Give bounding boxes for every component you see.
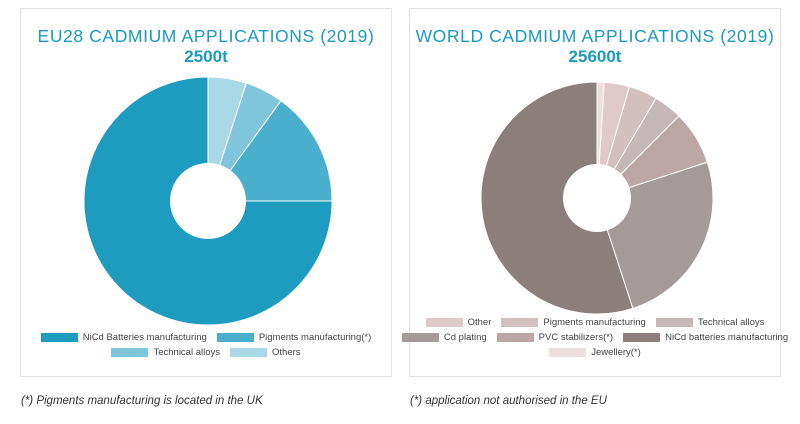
eu28-legend: NiCd Batteries manufacturing Pigments man… [21, 330, 391, 360]
legend-swatch [549, 348, 587, 357]
legend-swatch [216, 333, 254, 342]
legend-swatch [230, 348, 268, 357]
legend-item-technical-alloys[interactable]: Technical alloys [111, 347, 220, 358]
legend-item-other[interactable]: Other [425, 317, 492, 328]
pie-slice-pigments-manufacturing [207, 99, 333, 202]
chart-total: 25600t [568, 47, 622, 66]
chart-title: WORLD CADMIUM APPLICATIONS (2019) [415, 26, 775, 46]
eu28-chart-panel: EU28 CADMIUM APPLICATIONS (2019) 2500t N… [20, 8, 392, 377]
legend-item-others[interactable]: Others [230, 347, 301, 358]
legend-item-nicd-batteries-manufacturing[interactable]: NiCd batteries manufacturing [623, 332, 788, 343]
legend-swatch [655, 318, 693, 327]
legend-label: NiCd Batteries manufacturing [82, 332, 207, 343]
legend-label: Pigments manufacturing(*) [258, 332, 372, 343]
legend-row: Jewellery(*) [410, 345, 780, 360]
legend-label: Cd plating [443, 332, 487, 343]
legend-swatch [501, 318, 539, 327]
legend-swatch [401, 333, 439, 342]
legend-swatch [425, 318, 463, 327]
legend-label: Technical alloys [697, 317, 765, 328]
eu28-donut-chart [83, 76, 333, 326]
chart-title: EU28 CADMIUM APPLICATIONS (2019) [37, 26, 375, 46]
legend-label: PVC stabilizers(*) [538, 332, 614, 343]
world-chart-panel: WORLD CADMIUM APPLICATIONS (2019) 25600t… [401, 8, 788, 377]
legend-label: Other [467, 317, 492, 328]
legend-item-jewellery[interactable]: Jewellery(*) [549, 347, 641, 358]
legend-item-pigments-manufacturing[interactable]: Pigments manufacturing(*) [216, 332, 372, 343]
legend-item-pigments-manufacturing[interactable]: Pigments manufacturing [501, 317, 646, 328]
legend-swatch [496, 333, 534, 342]
legend-row: NiCd Batteries manufacturing Pigments man… [21, 330, 391, 345]
legend-item-cd-plating[interactable]: Cd plating [401, 332, 487, 343]
legend-swatch [40, 333, 78, 342]
legend-swatch [111, 348, 149, 357]
world-donut-chart [480, 81, 714, 315]
legend-label: NiCd batteries manufacturing [665, 332, 789, 343]
legend-swatch [623, 333, 661, 342]
legend-label: Technical alloys [153, 347, 221, 358]
legend-row: Other Pigments manufacturing Technical all… [410, 315, 780, 330]
chart-total: 2500t [184, 47, 228, 66]
world-legend: Other Pigments manufacturing Technical all… [401, 315, 788, 360]
pie-slice-nicd-batteries-manufacturing [480, 81, 634, 315]
donut-hole [170, 163, 246, 239]
legend-item-pvc-stabilizers[interactable]: PVC stabilizers(*) [496, 332, 614, 343]
eu28-footnote: (*) Pigments manufacturing is located in… [21, 395, 263, 407]
legend-item-technical-alloys[interactable]: Technical alloys [655, 317, 765, 328]
legend-item-nicd-batteries-manufacturing[interactable]: NiCd Batteries manufacturing [40, 332, 207, 343]
donut-hole [563, 164, 631, 232]
legend-row: Cd plating PVC stabilizers(*) NiCd batteri… [401, 330, 788, 345]
legend-label: Pigments manufacturing [543, 317, 646, 328]
legend-label: Jewellery(*) [591, 347, 641, 358]
legend-row: Technical alloys Others [21, 345, 391, 360]
legend-label: Others [272, 347, 301, 358]
world-footnote: (*) application not authorised in the EU [410, 395, 607, 407]
